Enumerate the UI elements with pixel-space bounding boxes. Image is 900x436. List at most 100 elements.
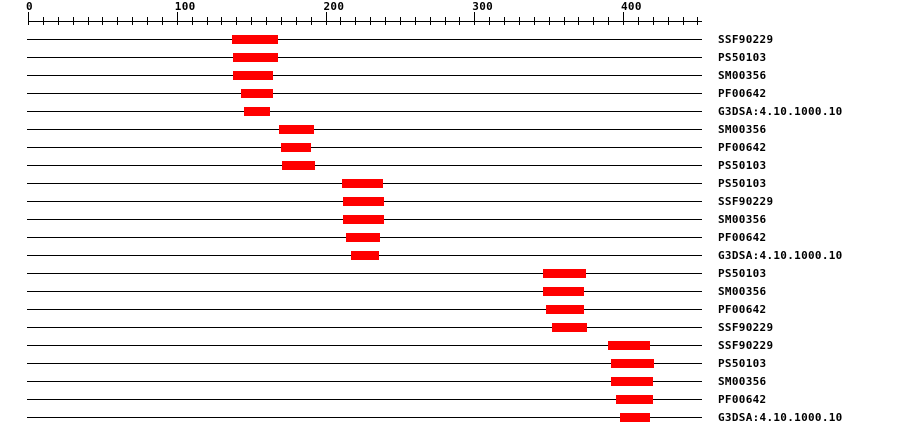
ruler-minor-tick (72, 17, 74, 25)
feature-label: G3DSA:4.10.1000.10 (718, 411, 843, 424)
ruler-tick-label: 100 (174, 0, 196, 13)
feature-box (620, 413, 650, 422)
feature-label: SSF90229 (718, 195, 774, 208)
ruler-minor-tick (608, 17, 610, 25)
feature-box (615, 395, 653, 404)
ruler-minor-tick (385, 17, 386, 25)
feature-label: SM00356 (718, 69, 767, 82)
sequence-line (27, 417, 702, 418)
ruler-minor-tick (236, 17, 238, 25)
feature-box (243, 107, 271, 116)
ruler-minor-tick (652, 17, 654, 25)
feature-box (233, 53, 278, 62)
ruler-minor-tick (161, 17, 163, 25)
ruler-minor-tick (637, 17, 639, 25)
feature-box (231, 35, 278, 44)
feature-box (350, 251, 380, 260)
ruler-minor-tick (399, 17, 401, 25)
feature-box (233, 71, 274, 80)
sequence-line (27, 147, 702, 148)
feature-box (282, 161, 316, 170)
ruler-minor-tick (102, 17, 104, 25)
ruler-axis: 0 100 200 300 400 (0, 0, 900, 30)
ruler-major-tick (176, 12, 178, 25)
ruler-tick-label: 400 (621, 0, 642, 13)
feature-label: SM00356 (718, 285, 767, 298)
feature-label: SM00356 (718, 123, 767, 136)
ruler-tick-label: 0 (26, 0, 33, 13)
feature-label: PF00642 (718, 393, 767, 406)
feature-box (542, 287, 585, 296)
ruler-minor-tick (132, 17, 134, 25)
ruler-minor-tick (355, 17, 357, 25)
ruler-major-tick (474, 12, 476, 25)
feature-label: SM00356 (718, 375, 767, 388)
feature-box (542, 269, 586, 278)
ruler-minor-tick (340, 17, 342, 25)
feature-box (346, 233, 381, 242)
ruler-minor-tick (221, 17, 223, 25)
feature-box (343, 197, 384, 206)
ruler-major-tick (325, 12, 327, 25)
feature-label: PF00642 (718, 141, 767, 154)
ruler-minor-tick (533, 17, 535, 25)
feature-label: PS50103 (718, 357, 767, 370)
ruler-minor-tick (42, 17, 44, 25)
feature-box (545, 305, 585, 314)
ruler-minor-tick (682, 17, 684, 25)
sequence-line (27, 165, 702, 166)
feature-label: G3DSA:4.10.1000.10 (718, 105, 843, 118)
feature-label: PS50103 (718, 159, 767, 172)
ruler-minor-tick (578, 17, 580, 25)
ruler-minor-tick (295, 17, 297, 25)
ruler-minor-tick (191, 17, 193, 25)
sequence-line (27, 381, 702, 382)
feature-label: PS50103 (718, 267, 767, 280)
ruler-tick-label: 200 (323, 0, 345, 13)
ruler-minor-tick (697, 17, 699, 25)
ruler-minor-tick (57, 17, 59, 25)
sequence-line (27, 75, 702, 76)
ruler-minor-tick (429, 17, 431, 25)
sequence-line (27, 291, 702, 292)
feature-box (240, 89, 274, 98)
ruler-minor-tick (489, 17, 491, 25)
ruler-minor-tick (667, 17, 669, 25)
ruler-minor-tick (251, 17, 253, 25)
ruler-minor-tick (147, 17, 148, 25)
ruler-tick-label: 300 (472, 0, 494, 13)
feature-box (611, 377, 653, 386)
sequence-line (27, 111, 702, 112)
ruler-minor-tick (504, 17, 505, 25)
ruler-minor-tick (593, 17, 595, 25)
ruler-minor-tick (87, 17, 89, 25)
feature-label: PF00642 (718, 87, 767, 100)
sequence-line (27, 57, 702, 58)
feature-label: SSF90229 (718, 33, 774, 46)
sequence-line (27, 309, 702, 310)
feature-label: SM00356 (718, 213, 767, 226)
ruler-major-tick (623, 12, 624, 25)
feature-box (343, 215, 384, 224)
feature-label: SSF90229 (718, 339, 774, 352)
ruler-baseline (28, 21, 702, 22)
feature-box (341, 179, 384, 188)
ruler-minor-tick (370, 17, 372, 25)
feature-box (279, 125, 314, 134)
ruler-minor-tick (548, 17, 550, 25)
sequence-line (27, 399, 702, 400)
feature-label: SSF90229 (718, 321, 774, 334)
sequence-line (27, 345, 702, 346)
feature-label: G3DSA:4.10.1000.10 (718, 249, 843, 262)
sequence-line (27, 129, 702, 130)
feature-label: PF00642 (718, 303, 767, 316)
ruler-minor-tick (117, 17, 119, 25)
feature-box (611, 359, 655, 368)
ruler-minor-tick (280, 17, 282, 25)
feature-box (608, 341, 650, 350)
ruler-minor-tick (266, 17, 267, 25)
ruler-minor-tick (563, 17, 565, 25)
sequence-line (27, 273, 702, 274)
feature-box (551, 323, 588, 332)
